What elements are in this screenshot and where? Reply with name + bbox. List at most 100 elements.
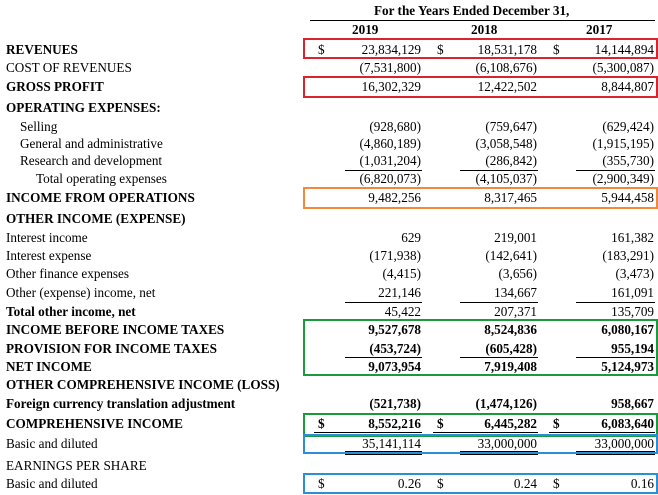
subtotal-rule: [460, 170, 538, 171]
value-income-ops-2019: 9,482,256: [368, 190, 421, 205]
subtotal-rule: [345, 170, 422, 171]
row-label-total-opex: Total operating expenses: [36, 171, 167, 186]
row-label-eps-basic: Basic and diluted: [6, 476, 98, 491]
row-label-net-income: NET INCOME: [6, 359, 92, 374]
section-eps: EARNINGS PER SHARE: [6, 458, 147, 473]
value-gross-profit-2018: 12,422,502: [477, 79, 537, 94]
value-interest-expense-2017: (183,291): [602, 248, 654, 263]
subtotal-rule: [576, 302, 655, 303]
row-label-interest-expense: Interest expense: [6, 248, 92, 263]
value-gen-admin-2017: (1,915,195): [592, 136, 654, 151]
value-other-net-2018: 134,667: [494, 285, 537, 300]
value-income-before-2019: 9,527,678: [368, 322, 421, 337]
value-net-income-2019: 9,073,954: [368, 359, 421, 374]
value-total-other-2018: 207,371: [494, 304, 537, 319]
row-label-selling: Selling: [20, 119, 58, 134]
row-label-gen-admin: General and administrative: [20, 136, 163, 151]
value-revenues-2018: 18,531,178: [477, 42, 537, 57]
row-label-comprehensive: COMPREHENSIVE INCOME: [6, 416, 183, 431]
row-label-income-before: INCOME BEFORE INCOME TAXES: [6, 322, 225, 337]
subtotal-rule: [576, 170, 655, 171]
total-double-rule: [460, 451, 538, 455]
value-fx-adjustment-2017: 958,667: [611, 396, 654, 411]
value-comprehensive-2019: 8,552,216: [368, 416, 421, 431]
year-2019: 2019: [352, 22, 379, 37]
value-shares-basic-2017: 33,000,000: [594, 436, 654, 451]
currency-2017: $: [553, 42, 560, 57]
total-double-rule: [345, 451, 422, 455]
value-other-net-2019: 221,146: [378, 285, 421, 300]
total-double-rule: [576, 451, 655, 455]
value-revenues-2019: 23,834,129: [361, 42, 421, 57]
row-label-gross-profit: GROSS PROFIT: [6, 79, 104, 94]
row-label-other-net: Other (expense) income, net: [6, 285, 156, 300]
value-cost-revenues-2019: (7,531,800): [359, 60, 421, 75]
subtotal-rule: [460, 357, 538, 358]
value-total-other-2019: 45,422: [384, 304, 421, 319]
highlight-box-revenues: [303, 38, 658, 59]
value-income-ops-2018: 8,317,465: [484, 190, 537, 205]
row-label-fx-adjustment: Foreign currency translation adjustment: [6, 396, 236, 411]
highlight-box-comprehensive: [303, 413, 658, 437]
value-comprehensive-2017: 6,083,640: [601, 416, 654, 431]
value-gen-admin-2019: (4,860,189): [359, 136, 421, 151]
value-fx-adjustment-2018: (1,474,126): [475, 396, 537, 411]
currency-2018: $: [437, 42, 444, 57]
value-other-finance-2017: (3,473): [615, 266, 654, 281]
row-label-income-ops: INCOME FROM OPERATIONS: [6, 190, 195, 205]
value-cost-revenues-2018: (6,108,676): [475, 60, 537, 75]
value-revenues-2017: 14,144,894: [594, 42, 654, 57]
value-provision-2017: 955,194: [611, 341, 654, 356]
highlight-box-income-before-net: [303, 319, 658, 376]
highlight-box-eps: [303, 473, 658, 494]
section-other-income: OTHER INCOME (EXPENSE): [6, 211, 186, 226]
value-selling-2017: (629,424): [602, 119, 654, 134]
value-gross-profit-2019: 16,302,329: [361, 79, 421, 94]
value-cost-revenues-2017: (5,300,087): [592, 60, 654, 75]
currency-2017: $: [553, 476, 560, 491]
value-interest-income-2018: 219,001: [494, 230, 537, 245]
value-total-other-2017: 135,709: [611, 304, 654, 319]
value-shares-basic-2019: 35,141,114: [362, 436, 421, 451]
highlight-box-gross-profit: [303, 76, 658, 98]
currency-2019: $: [318, 476, 325, 491]
row-label-rnd: Research and development: [20, 153, 163, 168]
period-header: For the Years Ended December 31,: [374, 3, 570, 18]
value-rnd-2018: (286,842): [485, 153, 537, 168]
subtotal-rule: [576, 357, 655, 358]
row-label-provision: PROVISION FOR INCOME TAXES: [6, 341, 217, 356]
value-interest-expense-2019: (171,938): [369, 248, 421, 263]
highlight-box-shares: [303, 434, 658, 454]
highlight-box-income-ops: [303, 187, 658, 209]
value-rnd-2017: (355,730): [602, 153, 654, 168]
value-comprehensive-2018: 6,445,282: [484, 416, 537, 431]
row-label-interest-income: Interest income: [6, 230, 88, 245]
value-provision-2019: (453,724): [369, 341, 421, 356]
value-interest-income-2019: 629: [401, 230, 421, 245]
value-provision-2018: (605,428): [485, 341, 537, 356]
row-label-shares-basic: Basic and diluted: [6, 436, 98, 451]
value-interest-expense-2018: (142,641): [485, 248, 537, 263]
value-selling-2018: (759,647): [485, 119, 537, 134]
value-income-before-2018: 8,524,836: [484, 322, 537, 337]
value-eps-basic-2019: 0.26: [397, 476, 421, 491]
value-eps-basic-2017: 0.16: [630, 476, 654, 491]
currency-2017: $: [553, 416, 560, 431]
subtotal-rule: [345, 302, 422, 303]
value-other-finance-2018: (3,656): [498, 266, 537, 281]
value-fx-adjustment-2019: (521,738): [369, 396, 421, 411]
value-interest-income-2017: 161,382: [611, 230, 654, 245]
row-label-revenues: REVENUES: [6, 42, 78, 57]
value-net-income-2018: 7,919,408: [484, 359, 537, 374]
value-income-ops-2017: 5,944,458: [601, 190, 654, 205]
currency-2018: $: [437, 476, 444, 491]
subtotal-rule: [460, 302, 538, 303]
row-label-total-other: Total other income, net: [6, 304, 136, 319]
value-other-net-2017: 161,091: [611, 285, 654, 300]
section-operating-expenses: OPERATING EXPENSES:: [6, 100, 161, 115]
currency-2019: $: [318, 416, 325, 431]
value-other-finance-2019: (4,415): [382, 266, 421, 281]
section-oci: OTHER COMPREHENSIVE INCOME (LOSS): [6, 377, 280, 392]
year-2018: 2018: [471, 22, 498, 37]
